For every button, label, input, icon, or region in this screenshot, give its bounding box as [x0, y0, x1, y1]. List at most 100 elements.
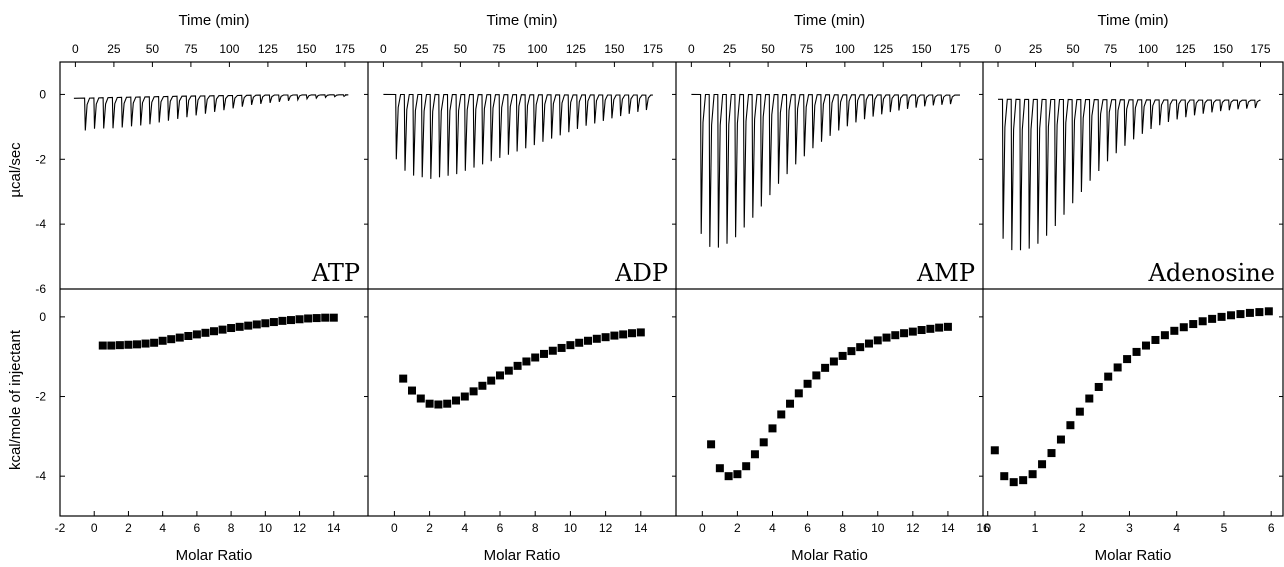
data-point [1009, 478, 1018, 487]
data-point [175, 333, 184, 342]
bottom-x-tick-label: 2 [426, 521, 433, 535]
data-point [399, 374, 408, 383]
data-point [1113, 363, 1122, 372]
top-x-tick-label: 150 [1213, 42, 1233, 56]
top-x-tick-label: 25 [723, 42, 737, 56]
bottom-x-tick-label: 14 [327, 521, 341, 535]
data-point [141, 339, 150, 348]
data-point [98, 341, 107, 350]
data-point [610, 331, 619, 340]
data-point [133, 340, 141, 349]
data-point [1179, 323, 1188, 332]
top-x-tick-label: 0 [995, 42, 1002, 56]
top-x-tick-label: 50 [1066, 42, 1080, 56]
time-axis-title: Time (min) [178, 12, 249, 29]
top-x-tick-label: 100 [835, 42, 855, 56]
thermogram-trace [691, 93, 960, 248]
data-point [768, 424, 777, 433]
top-x-tick-label: 125 [873, 42, 893, 56]
data-point [847, 347, 856, 356]
data-point [1255, 308, 1264, 317]
time-axis-title: Time (min) [794, 12, 865, 29]
bottom-x-tick-label: 3 [1126, 521, 1133, 535]
data-point [759, 438, 768, 447]
data-point [750, 450, 759, 459]
time-axis-title: Time (min) [486, 12, 557, 29]
bottom-x-tick-label: 0 [91, 521, 98, 535]
data-point [278, 316, 287, 325]
molar-ratio-axis-title: Molar Ratio [176, 547, 253, 564]
data-point [619, 330, 628, 339]
data-point [522, 357, 531, 366]
data-point [786, 399, 795, 408]
data-point [1085, 394, 1094, 403]
top-y-tick-label: -4 [35, 217, 46, 231]
data-point [715, 464, 724, 473]
data-point [803, 379, 812, 388]
top-x-tick-label: 0 [72, 42, 79, 56]
data-point [443, 399, 452, 408]
top-x-tick-label: 175 [1250, 42, 1270, 56]
data-point [943, 322, 952, 331]
data-point [496, 371, 504, 380]
data-point [1170, 326, 1179, 335]
data-point [107, 341, 116, 350]
data-point [321, 313, 330, 322]
ligand-label: ATP [311, 259, 360, 287]
top-ylabel: µcal/sec [7, 142, 24, 198]
data-point [1151, 335, 1160, 344]
data-point [917, 326, 926, 335]
top-x-tick-label: 175 [643, 42, 663, 56]
data-point [1104, 372, 1113, 381]
data-point [636, 328, 645, 337]
ligand-label: AMP [916, 259, 975, 287]
heats-panel-2: 0 2 4 6 8 10 12 14 Molar Ratio [391, 316, 676, 564]
data-point [329, 313, 338, 322]
data-point [261, 319, 270, 328]
top-x-tick-label: 75 [1104, 42, 1118, 56]
data-point [478, 381, 487, 390]
data-point [1094, 382, 1103, 391]
bottom-x-tick-label: 8 [228, 521, 235, 535]
data-point [742, 462, 751, 471]
thermogram-panel-4: 0 25 50 75 100 125 150 175 Time (min) Adenosine [995, 12, 1283, 290]
heats-panel-4: 0 1 2 3 4 5 6 Molar Ratio [984, 307, 1283, 564]
data-point [295, 315, 304, 324]
data-point [1066, 421, 1075, 430]
data-point [531, 353, 540, 362]
thermogram-panel-1: 0 25 50 75 100 125 150 175 Time (min) ATP 0 -2 -4 -6 [35, 12, 368, 296]
data-point [548, 346, 557, 355]
bottom-x-tick-label: 2 [125, 521, 132, 535]
top-x-tick-label: 25 [1029, 42, 1043, 56]
top-x-tick-label: 0 [380, 42, 387, 56]
data-point [150, 338, 159, 347]
data-point [908, 327, 917, 336]
data-point [812, 371, 821, 380]
bottom-x-tick-label: 10 [259, 521, 273, 535]
data-point [452, 396, 460, 405]
molar-ratio-axis-title: Molar Ratio [791, 547, 868, 564]
data-point [184, 331, 193, 340]
data-point [1245, 308, 1254, 317]
data-point [192, 330, 201, 339]
data-point [829, 357, 838, 366]
bottom-y-tick-label: -4 [35, 469, 46, 483]
data-point [873, 336, 882, 345]
data-point [601, 333, 610, 342]
data-point [425, 399, 434, 408]
y-axis-titles: µcal/sec kcal/mole of injectant [7, 142, 24, 470]
bottom-x-tick-label: 5 [1221, 521, 1228, 535]
data-point [1132, 347, 1141, 356]
data-point [926, 324, 935, 333]
data-point [557, 343, 566, 352]
data-point [124, 340, 133, 349]
data-point [1141, 341, 1150, 350]
top-x-tick-label: 50 [761, 42, 775, 56]
top-y-tick-label: -6 [35, 282, 46, 296]
data-point [167, 335, 176, 344]
bottom-x-tick-label: 12 [906, 521, 920, 535]
data-point [733, 470, 742, 479]
data-point [1000, 472, 1009, 481]
